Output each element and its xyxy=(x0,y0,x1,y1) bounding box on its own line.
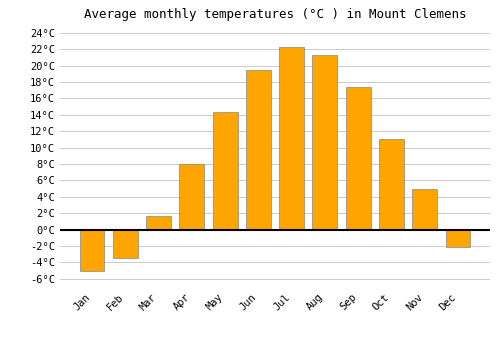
Bar xyxy=(113,230,138,258)
Bar xyxy=(379,139,404,230)
Bar xyxy=(212,112,238,230)
Bar xyxy=(146,216,171,230)
Bar xyxy=(246,70,271,230)
Title: Average monthly temperatures (°C ) in Mount Clemens: Average monthly temperatures (°C ) in Mo… xyxy=(84,8,466,21)
Bar xyxy=(346,87,370,230)
Bar xyxy=(446,230,470,247)
Bar xyxy=(279,47,304,230)
Bar xyxy=(412,189,437,230)
Bar xyxy=(180,164,204,230)
Bar xyxy=(312,55,338,230)
Bar xyxy=(80,230,104,271)
